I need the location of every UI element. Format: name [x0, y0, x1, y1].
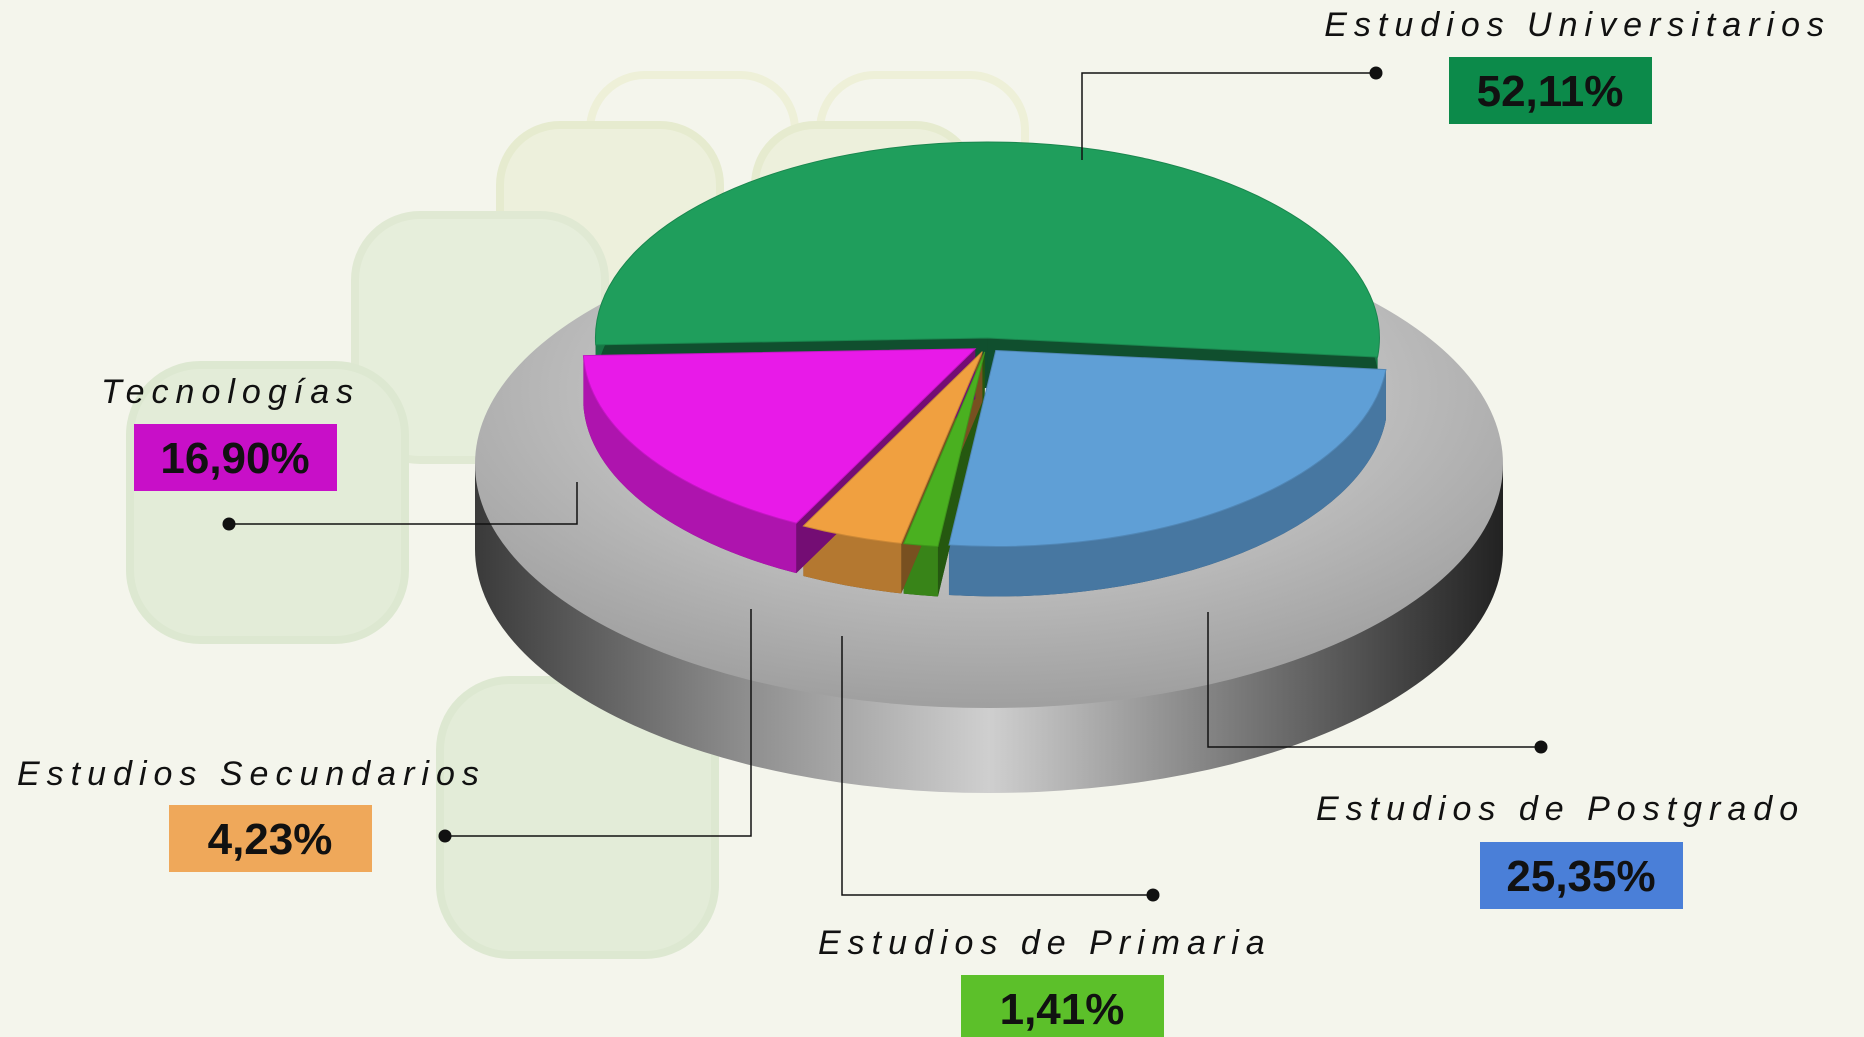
slice — [802, 351, 983, 544]
value-box — [961, 975, 1164, 1037]
category-label: Estudios de Postgrado — [1316, 790, 1805, 828]
value-label: 1,41% — [1000, 985, 1125, 1034]
slice-wall — [948, 369, 1386, 597]
slice — [948, 349, 1387, 547]
value-box — [134, 424, 337, 491]
leader-line — [841, 636, 1153, 896]
leader-line — [1207, 612, 1541, 748]
leader-line — [445, 609, 752, 837]
slice — [582, 348, 977, 524]
pie — [582, 141, 1387, 597]
value-label: 4,23% — [208, 815, 333, 864]
category-label: Estudios de Primaria — [818, 924, 1272, 962]
leader-line — [1081, 72, 1376, 160]
leader-line — [229, 482, 578, 525]
labels: Estudios Universitarios 52,11% Estudios de… — [17, 6, 1831, 1037]
category-label: Estudios Secundarios — [17, 755, 486, 793]
slice — [902, 351, 986, 548]
value-box — [169, 805, 372, 872]
category-label: Estudios Universitarios — [1324, 6, 1831, 44]
slice-wall — [803, 525, 902, 594]
value-label: 25,35% — [1506, 852, 1655, 901]
slice-wall — [583, 355, 797, 574]
value-label: 52,11% — [1477, 67, 1624, 116]
leader-dot — [438, 829, 452, 843]
leader-dot — [1534, 740, 1548, 754]
slice — [594, 141, 1380, 358]
leader-dot — [1369, 66, 1383, 80]
leader-dot — [222, 517, 236, 531]
value-box — [1449, 57, 1652, 124]
leader-dot — [1146, 888, 1160, 902]
value-label: 16,90% — [160, 434, 309, 483]
value-box — [1480, 842, 1683, 909]
category-label: Tecnologías — [101, 373, 360, 411]
